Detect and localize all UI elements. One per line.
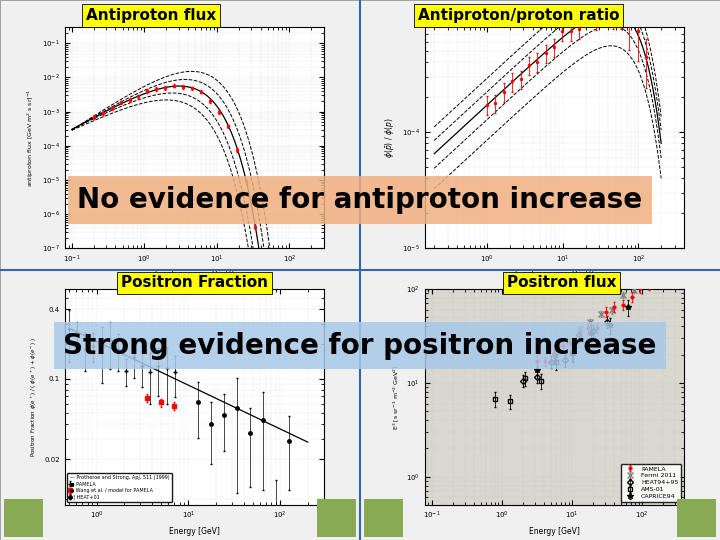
Text: No evidence for antiproton increase: No evidence for antiproton increase — [78, 186, 642, 214]
Legend: — Protheroe and Strong, ApJ, 511 (1999), ■ PAMELA, ● Wang et al. / model for PAM: — Protheroe and Strong, ApJ, 511 (1999),… — [67, 472, 171, 502]
Y-axis label: antiproton flux [GeV m$^2$ s sr]$^{-1}$: antiproton flux [GeV m$^2$ s sr]$^{-1}$ — [26, 89, 37, 187]
Y-axis label: $\phi(\bar{p})$ / $\phi(p)$: $\phi(\bar{p})$ / $\phi(p)$ — [384, 118, 397, 158]
Text: Antiproton flux: Antiproton flux — [86, 8, 216, 23]
Text: Strong evidence for positron increase: Strong evidence for positron increase — [63, 332, 657, 360]
Text: Antiproton/proton ratio: Antiproton/proton ratio — [418, 8, 619, 23]
X-axis label: kinetic energy [GeV]: kinetic energy [GeV] — [515, 270, 594, 279]
Text: Positron Fraction: Positron Fraction — [121, 275, 268, 291]
Legend: PAMELA, Fermi 2011, HEAT94+95, AMS-01, CAPRICE94: PAMELA, Fermi 2011, HEAT94+95, AMS-01, C… — [621, 464, 681, 502]
X-axis label: kinetic energy [GeV]: kinetic energy [GeV] — [155, 270, 234, 279]
Y-axis label: E$^3$ [s sr$^{-1}$ m$^{-2}$ GeV$^2$]: E$^3$ [s sr$^{-1}$ m$^{-2}$ GeV$^2$] — [391, 364, 400, 430]
X-axis label: Energy [GeV]: Energy [GeV] — [169, 526, 220, 536]
Y-axis label: Positron Fraction $\phi(e^+)$ / ( $\phi(e^+)$ + $\phi(e^-)$ ): Positron Fraction $\phi(e^+)$ / ( $\phi(… — [29, 337, 39, 457]
Text: Positron flux: Positron flux — [507, 275, 616, 291]
X-axis label: Energy [GeV]: Energy [GeV] — [529, 526, 580, 536]
